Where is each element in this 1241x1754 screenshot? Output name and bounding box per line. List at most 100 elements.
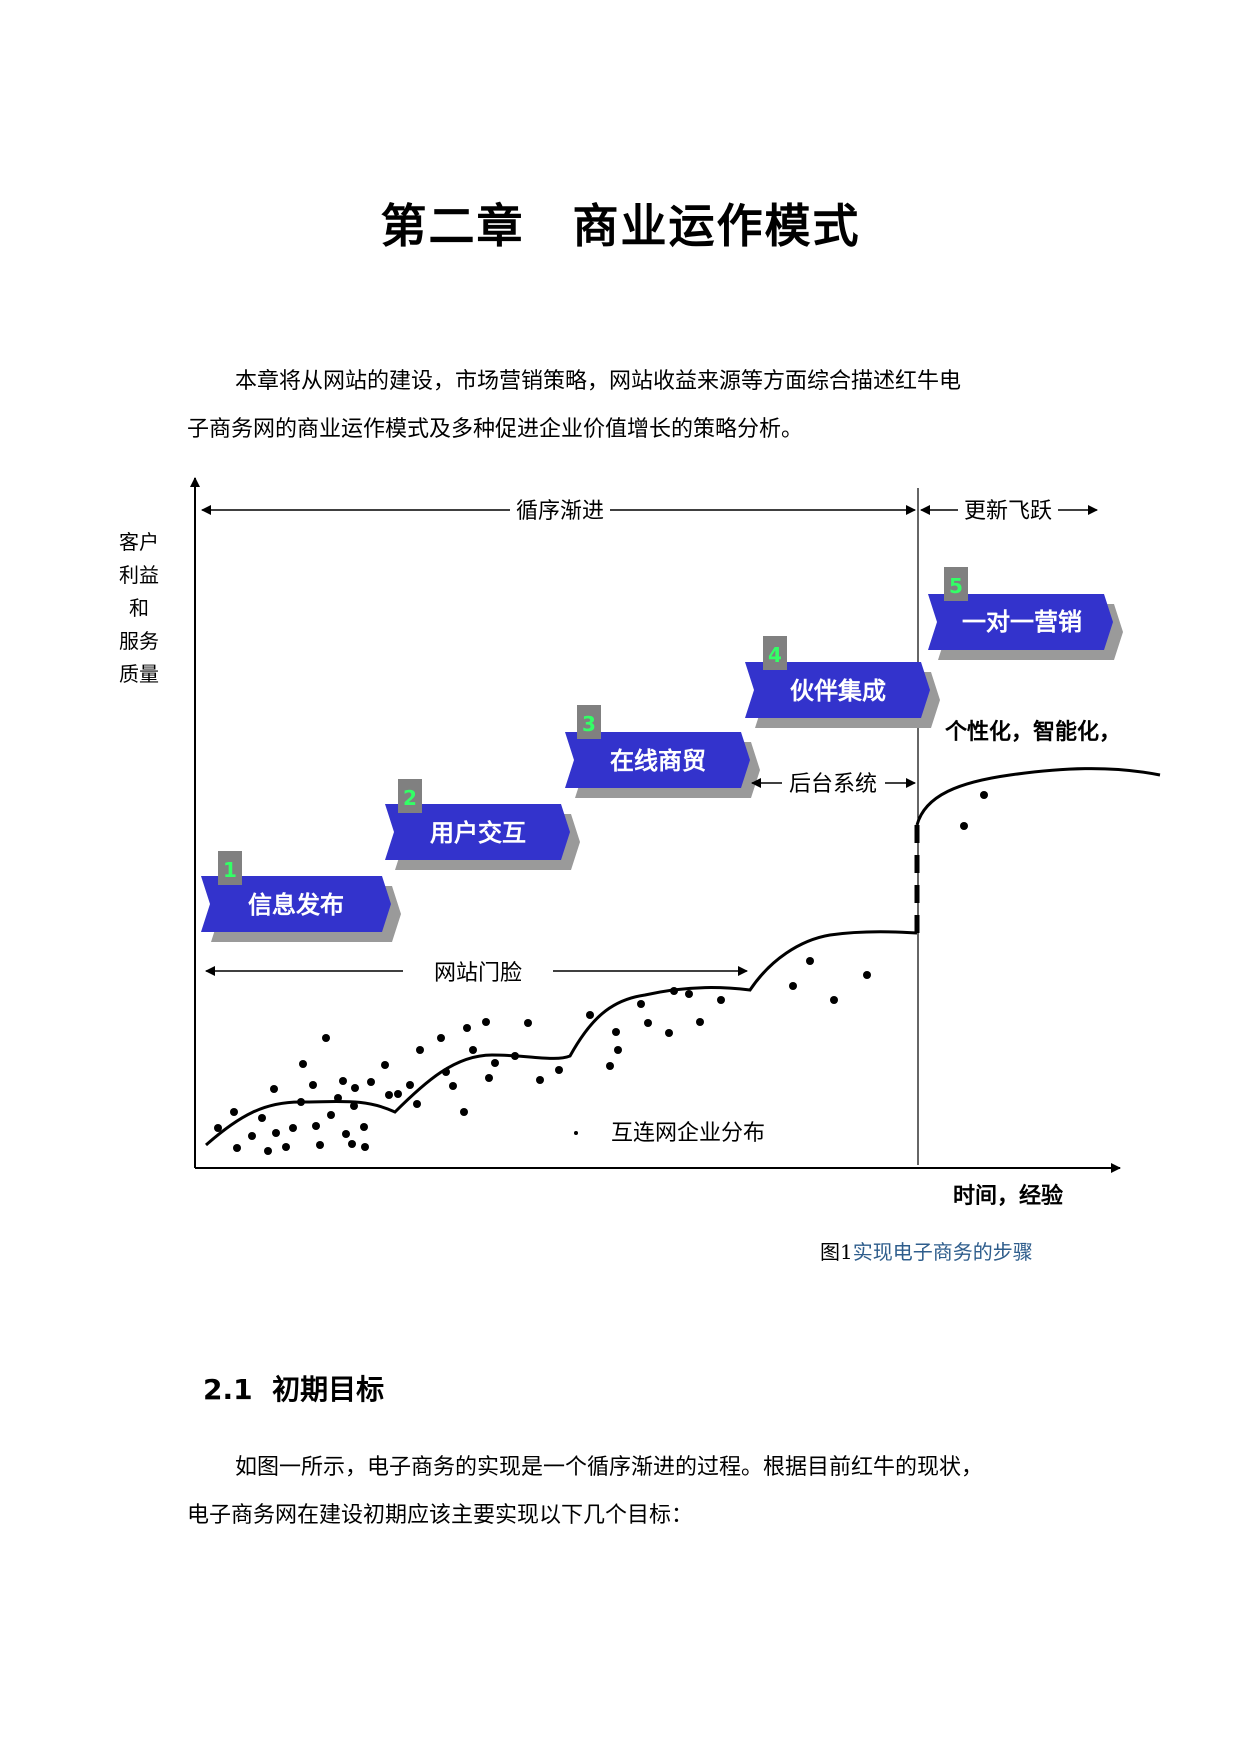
enterprise-dot bbox=[606, 1062, 614, 1070]
enterprise-dot bbox=[789, 982, 797, 990]
intro-line-1: 本章将从网站的建设，市场营销策略，网站收益来源等方面综合描述红牛电 bbox=[235, 369, 962, 394]
enterprise-dot bbox=[612, 1028, 620, 1036]
legend-dot bbox=[574, 1131, 578, 1135]
enterprise-dot bbox=[264, 1147, 272, 1155]
intro-paragraph: 本章将从网站的建设，市场营销策略，网站收益来源等方面综合描述红牛电 子商务网的商… bbox=[187, 358, 1067, 454]
y-axis-label-2: 利益 bbox=[119, 563, 159, 587]
enterprise-dot bbox=[272, 1129, 280, 1137]
y-axis-label-4: 服务 bbox=[119, 629, 159, 653]
enterprise-dot bbox=[342, 1130, 350, 1138]
enterprise-dot bbox=[980, 791, 988, 799]
enterprise-dot bbox=[482, 1018, 490, 1026]
step-4: 4 伙伴集成 bbox=[745, 636, 940, 728]
intro-line-2: 子商务网的商业运作模式及多种促进企业价值增长的策略分析。 bbox=[187, 417, 804, 442]
step-2-label: 用户交互 bbox=[430, 819, 526, 847]
enterprise-dot bbox=[361, 1143, 369, 1151]
enterprise-dot bbox=[437, 1034, 445, 1042]
enterprise-dot bbox=[696, 1018, 704, 1026]
enterprise-dot bbox=[460, 1108, 468, 1116]
enterprise-dot bbox=[644, 1019, 652, 1027]
enterprise-dot bbox=[555, 1066, 563, 1074]
enterprise-dot bbox=[289, 1124, 297, 1132]
step-4-number: 4 bbox=[768, 643, 782, 667]
backend-label: 后台系统 bbox=[789, 772, 877, 797]
step-4-number-box bbox=[763, 636, 787, 670]
step-5: 5 一对一营销 bbox=[928, 567, 1123, 660]
phase-leap-label: 更新飞跃 bbox=[964, 499, 1052, 524]
y-axis-label-1: 客户 bbox=[119, 530, 159, 554]
chapter-title: 第二章 商业运作模式 bbox=[380, 199, 861, 253]
enterprise-dot bbox=[339, 1077, 347, 1085]
enterprise-dot bbox=[491, 1059, 499, 1067]
enterprise-dot bbox=[214, 1124, 222, 1132]
enterprise-dot bbox=[469, 1046, 477, 1054]
step-1-arrow bbox=[201, 876, 391, 932]
enterprise-dot bbox=[413, 1100, 421, 1108]
step-4-arrow bbox=[745, 662, 930, 718]
enterprise-dot bbox=[394, 1090, 402, 1098]
enterprise-dot bbox=[449, 1082, 457, 1090]
enterprise-dot bbox=[960, 822, 968, 830]
enterprise-dot bbox=[351, 1084, 359, 1092]
enterprise-dot bbox=[406, 1081, 414, 1089]
step-5-number: 5 bbox=[949, 574, 963, 598]
step-3-number-box bbox=[577, 705, 601, 739]
enterprise-dot bbox=[316, 1141, 324, 1149]
enterprise-dot bbox=[637, 1000, 645, 1008]
enterprise-dot bbox=[485, 1074, 493, 1082]
enterprise-dot bbox=[381, 1061, 389, 1069]
enterprise-dot bbox=[309, 1081, 317, 1089]
step-4-label: 伙伴集成 bbox=[790, 677, 886, 705]
legend-label: 互连网企业分布 bbox=[611, 1121, 765, 1146]
x-axis-label: 时间，经验 bbox=[953, 1183, 1063, 1209]
enterprise-dot bbox=[327, 1111, 335, 1119]
phase-gradual-label: 循序渐进 bbox=[516, 499, 604, 524]
section-heading: 2.1 初期目标 bbox=[203, 1373, 385, 1406]
y-axis-label-5: 质量 bbox=[119, 662, 159, 686]
enterprise-dot bbox=[334, 1094, 342, 1102]
enterprise-dot bbox=[863, 971, 871, 979]
y-axis-label-3: 和 bbox=[129, 596, 149, 620]
figure-caption: 图1实现电子商务的步骤 bbox=[820, 1240, 1033, 1264]
enterprise-dot bbox=[350, 1102, 358, 1110]
step-1-number: 1 bbox=[223, 858, 237, 882]
enterprise-dot bbox=[524, 1019, 532, 1027]
step-1-label: 信息发布 bbox=[248, 891, 344, 919]
enterprise-dot bbox=[614, 1046, 622, 1054]
enterprise-dot bbox=[297, 1098, 305, 1106]
leap-curve bbox=[915, 767, 1161, 826]
enterprise-dot bbox=[670, 987, 678, 995]
step-3-arrow bbox=[565, 732, 750, 788]
enterprise-dot bbox=[830, 996, 838, 1004]
enterprise-dot bbox=[511, 1052, 519, 1060]
step-2-number-box bbox=[398, 779, 422, 813]
enterprise-dot bbox=[586, 1011, 594, 1019]
enterprise-dot bbox=[312, 1122, 320, 1130]
step-2: 2 用户交互 bbox=[385, 779, 580, 870]
step-1-number-box bbox=[218, 851, 242, 885]
step-3-number: 3 bbox=[582, 712, 596, 736]
step-3-label: 在线商贸 bbox=[610, 747, 706, 775]
enterprise-dot bbox=[416, 1046, 424, 1054]
enterprise-dot bbox=[385, 1091, 393, 1099]
step-5-number-box bbox=[944, 567, 968, 601]
enterprise-dot bbox=[282, 1143, 290, 1151]
enterprise-dot bbox=[299, 1060, 307, 1068]
growth-curve bbox=[205, 930, 918, 1147]
enterprise-dot bbox=[233, 1144, 241, 1152]
enterprise-dot bbox=[248, 1132, 256, 1140]
step-5-label: 一对一营销 bbox=[962, 608, 1082, 636]
step-2-number: 2 bbox=[403, 786, 417, 810]
enterprise-dot bbox=[463, 1024, 471, 1032]
step-2-arrow bbox=[385, 804, 570, 860]
section-line-2: 电子商务网在建设初期应该主要实现以下几个目标： bbox=[187, 1503, 694, 1528]
enterprise-dot bbox=[717, 996, 725, 1004]
enterprise-dot bbox=[230, 1108, 238, 1116]
enterprise-dot bbox=[806, 957, 814, 965]
website-threshold-label: 网站门脸 bbox=[434, 961, 522, 986]
enterprise-dot bbox=[685, 990, 693, 998]
section-line-1: 如图一所示，电子商务的实现是一个循序渐进的过程。根据目前红牛的现状， bbox=[235, 1455, 984, 1480]
enterprise-distribution-dots bbox=[214, 791, 988, 1155]
enterprise-dot bbox=[360, 1123, 368, 1131]
enterprise-dot bbox=[536, 1076, 544, 1084]
